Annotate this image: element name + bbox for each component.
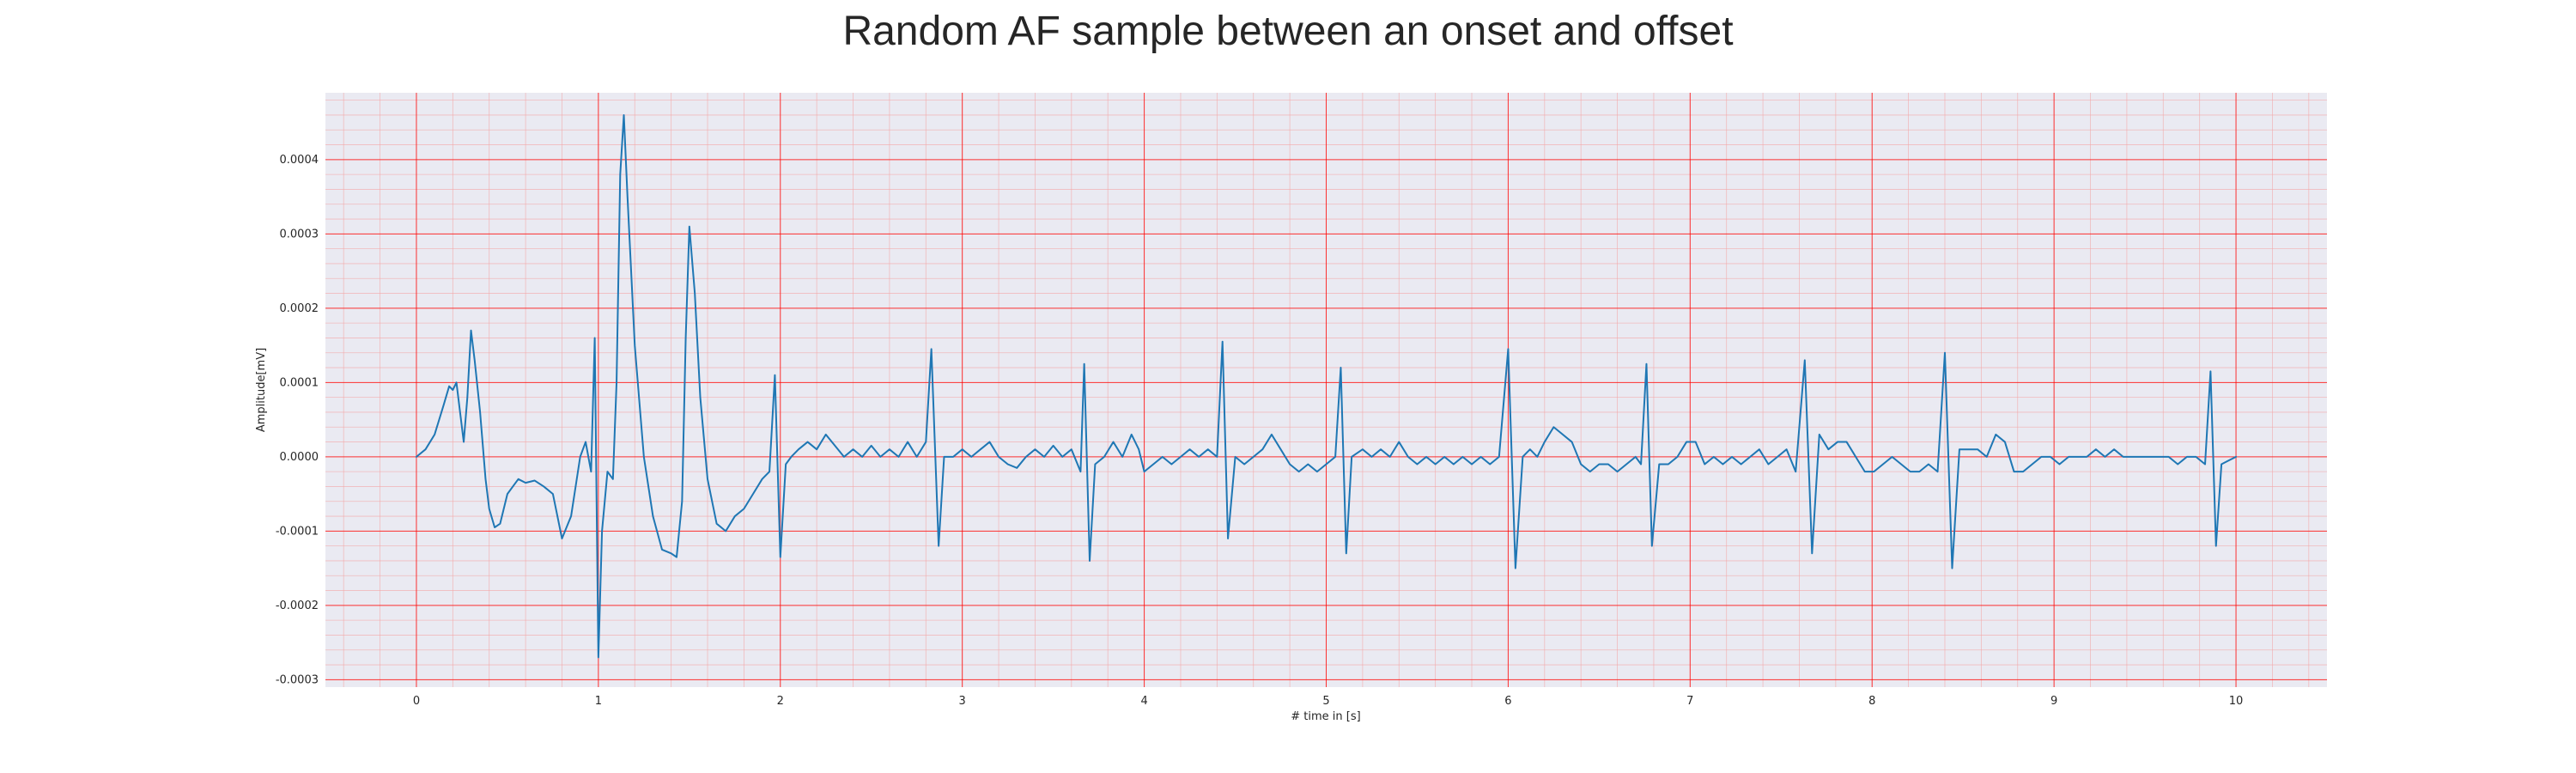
x-tick-label: 2 [777,695,784,708]
x-tick-label: 6 [1504,695,1511,708]
y-axis-label: Amplitude[mV] [255,348,268,432]
y-tick-label: -0.0002 [276,600,319,612]
series-layer [415,113,2238,659]
x-tick-label: 7 [1686,695,1693,708]
y-tick-label: 0.0004 [280,154,319,167]
y-axis-ticks: -0.0003 -0.0002 -0.0001 0.0000 0.0001 0.0002 0… [276,154,319,686]
y-tick-label: -0.0001 [276,525,319,538]
x-tick-label: 8 [1868,695,1875,708]
y-tick-label: 0.0000 [280,451,319,464]
y-tick-label: -0.0003 [276,673,319,686]
y-tick-label: 0.0002 [280,302,319,315]
x-tick-label: 3 [959,695,966,708]
x-tick-label: 9 [2050,695,2057,708]
y-tick-label: 0.0001 [280,376,319,389]
x-axis-label: # time in [s] [1291,710,1360,723]
x-tick-label: 0 [413,695,420,708]
x-axis-ticks: 0 1 2 3 4 5 6 7 8 9 10 [413,695,2244,708]
chart-title: Random AF sample between an onset and of… [842,9,1733,54]
y-tick-label: 0.0003 [280,228,319,240]
x-tick-label: 5 [1322,695,1329,708]
x-tick-label: 10 [2229,695,2244,708]
x-tick-label: 4 [1140,695,1147,708]
x-tick-label: 1 [595,695,602,708]
major-grid [325,93,2327,687]
ecg-series-line [415,113,2238,659]
